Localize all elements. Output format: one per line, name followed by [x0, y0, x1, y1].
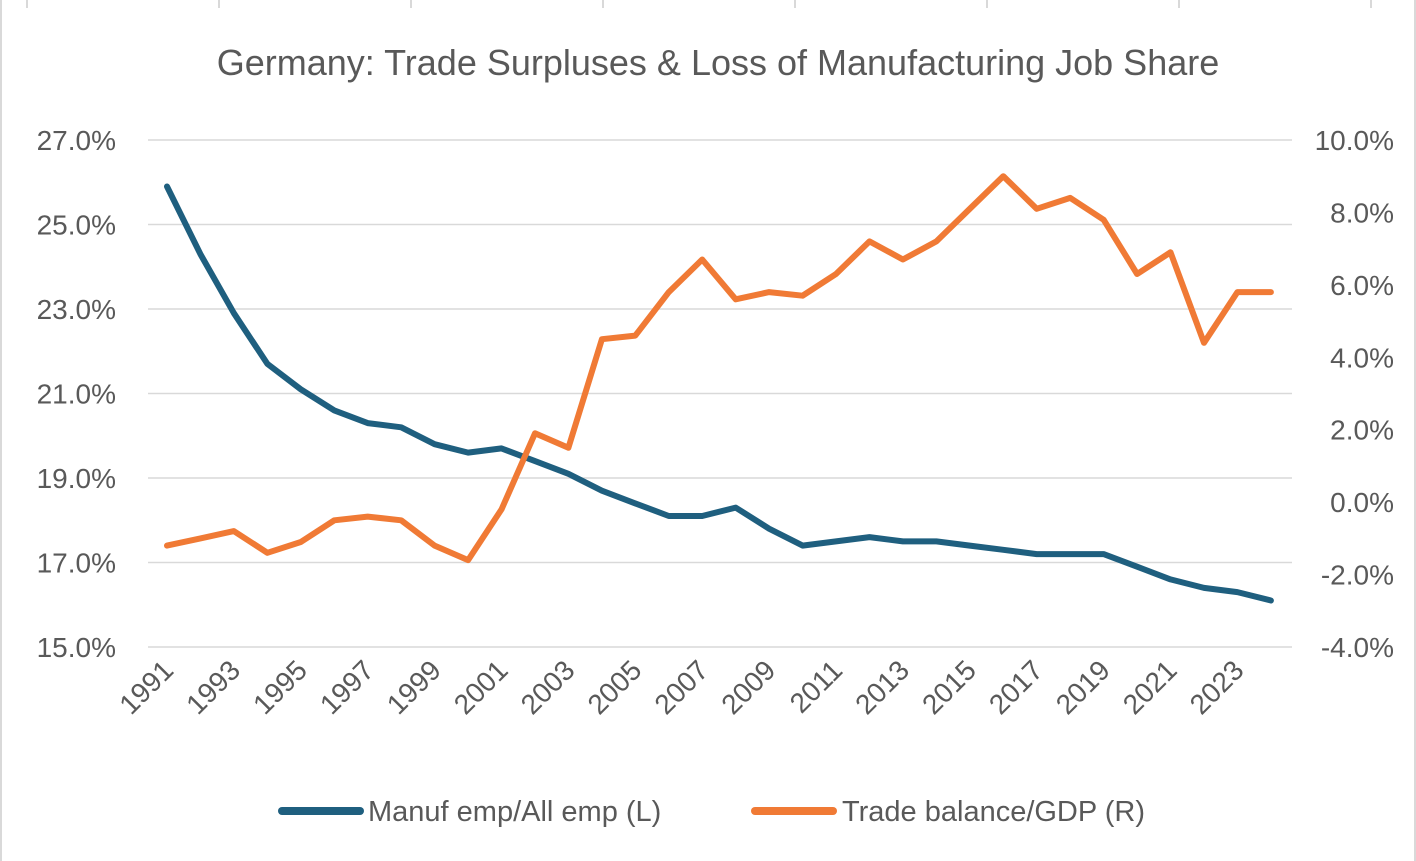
x-tick-label: 2003 — [515, 654, 581, 720]
y-left-tick-label: 21.0% — [37, 379, 116, 410]
x-tick-label: 2019 — [1050, 654, 1116, 720]
legend: Manuf emp/All emp (L) Trade balance/GDP (… — [278, 796, 1145, 828]
legend-label-2: Trade balance/GDP (R) — [842, 796, 1145, 828]
y-right-tick-label: 8.0% — [1330, 197, 1394, 228]
y-left-tick-label: 15.0% — [37, 632, 116, 663]
x-tick-label: 2007 — [648, 654, 714, 720]
y-right-tick-label: -4.0% — [1321, 632, 1394, 663]
y-right-tick-label: 2.0% — [1330, 415, 1394, 446]
x-tick-label: 2021 — [1117, 654, 1183, 720]
y-right-tick-label: 4.0% — [1330, 342, 1394, 373]
x-tick-label: 1991 — [113, 654, 179, 720]
x-tick-label: 1995 — [247, 654, 313, 720]
y-left-tick-label: 25.0% — [37, 210, 116, 241]
x-tick-label: 2013 — [849, 654, 915, 720]
x-tick-label: 2017 — [983, 654, 1049, 720]
gridlines — [148, 139, 1292, 648]
y-left-tick-label: 27.0% — [37, 125, 116, 156]
y-left-tick-label: 23.0% — [37, 294, 116, 325]
y-axis-left: 15.0% 17.0% 19.0% 21.0% 23.0% 25.0% 27.0% — [37, 125, 116, 663]
series-line-2 — [164, 173, 1274, 564]
y-right-tick-label: 6.0% — [1330, 270, 1394, 301]
y-left-tick-label: 19.0% — [37, 463, 116, 494]
chart-title: Germany: Trade Surpluses & Loss of Manuf… — [217, 42, 1220, 83]
x-tick-label: 1999 — [381, 654, 447, 720]
x-tick-label: 2009 — [715, 654, 781, 720]
y-axis-right: -4.0% -2.0% 0.0% 2.0% 4.0% 6.0% 8.0% 10.0% — [1315, 125, 1394, 663]
x-tick-label: 2015 — [916, 654, 982, 720]
y-left-tick-label: 17.0% — [37, 548, 116, 579]
y-right-tick-label: 10.0% — [1315, 125, 1394, 156]
x-tick-label: 1997 — [314, 654, 380, 720]
y-right-tick-label: -2.0% — [1321, 560, 1394, 591]
x-tick-label: 1993 — [180, 654, 246, 720]
x-tick-label: 2001 — [448, 654, 514, 720]
x-tick-label: 2005 — [582, 654, 648, 720]
x-axis: 1991 1993 1995 1997 1999 2001 2003 2005 2007 2009… — [113, 654, 1249, 720]
x-tick-label: 2023 — [1184, 654, 1250, 720]
legend-label-1: Manuf emp/All emp (L) — [368, 796, 661, 828]
x-tick-label: 2011 — [784, 654, 849, 719]
series-line-1 — [164, 183, 1274, 604]
y-right-tick-label: 0.0% — [1330, 487, 1394, 518]
series-layer — [164, 173, 1274, 604]
